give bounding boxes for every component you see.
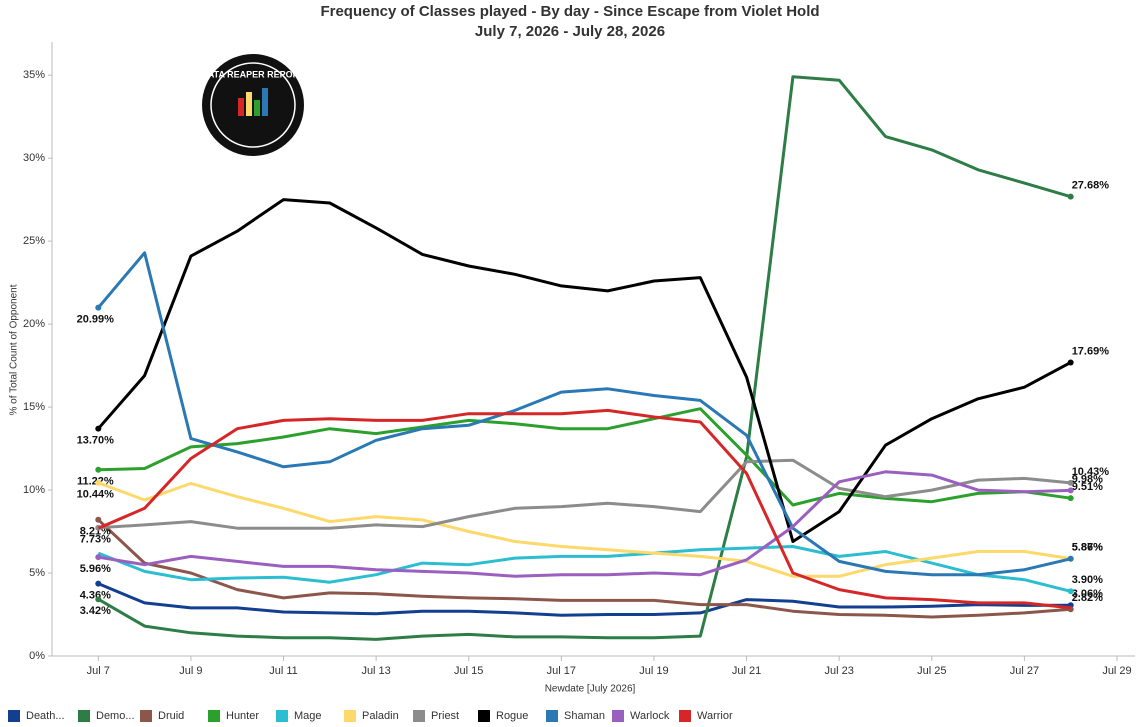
label-dot (1067, 359, 1074, 366)
legend-label: Warrior (697, 710, 733, 722)
legend-swatch (140, 710, 152, 722)
series-line (97, 582, 1071, 617)
logo-bar (262, 88, 268, 116)
x-tick-label: Jul 13 (361, 665, 390, 677)
legend-swatch (679, 710, 691, 722)
y-tick-label: 20% (23, 318, 45, 330)
series-line (97, 408, 1071, 610)
value-label: 3.42% (80, 605, 111, 617)
legend-label: Rogue (496, 710, 528, 722)
x-tick-label: Jul 19 (639, 665, 668, 677)
legend-swatch (276, 710, 288, 722)
label-dot (95, 554, 102, 561)
legend-label: Priest (431, 710, 459, 722)
logo-bar (246, 92, 252, 116)
series-line (98, 458, 1071, 530)
label-dot (1067, 193, 1074, 200)
chart-subtitle: July 7, 2026 - July 28, 2026 (475, 23, 665, 40)
series-line (97, 545, 1072, 593)
x-tick-label: Jul 15 (454, 665, 483, 677)
series-line (97, 198, 1072, 543)
legend-label: Paladin (362, 710, 399, 722)
label-dot (95, 516, 102, 523)
label-dot (95, 425, 102, 432)
legend-swatch (612, 710, 624, 722)
x-tick-label: Jul 25 (917, 665, 946, 677)
legend-swatch (344, 710, 356, 722)
value-label: 2.82% (1072, 592, 1103, 604)
x-tick-label: Jul 23 (824, 665, 853, 677)
label-dot (95, 580, 102, 587)
label-dot (1067, 495, 1074, 502)
legend-swatch (546, 710, 558, 722)
label-dot (95, 479, 102, 486)
value-label: 27.68% (1072, 180, 1110, 192)
value-label: 9.51% (1072, 481, 1103, 493)
legend-label: Death... (26, 710, 65, 722)
value-label: 20.99% (77, 314, 115, 326)
legend-swatch (413, 710, 425, 722)
x-tick-label: Jul 29 (1102, 665, 1131, 677)
y-tick-label: 10% (23, 484, 45, 496)
value-label: 3.90% (1072, 574, 1103, 586)
value-label: 13.70% (77, 435, 115, 447)
value-label: 9.98% (1072, 473, 1103, 485)
chart-title: Frequency of Classes played - By day - S… (320, 3, 819, 20)
label-dot (95, 596, 102, 603)
value-label: 10.44% (77, 489, 115, 501)
logo-badge (202, 54, 304, 156)
y-tick-label: 15% (23, 401, 45, 413)
legend-label: Mage (294, 710, 322, 722)
series-line (98, 407, 1071, 507)
y-tick-label: 5% (29, 567, 45, 579)
y-tick-label: 25% (23, 235, 45, 247)
x-axis-label: Newdate [July 2026] (545, 684, 636, 695)
logo: DATA REAPER REPORT (201, 54, 305, 156)
logo-text: DATA REAPER REPORT (201, 69, 305, 79)
x-tick-label: Jul 27 (1010, 665, 1039, 677)
x-tick-label: Jul 21 (732, 665, 761, 677)
y-tick-label: 0% (29, 650, 45, 662)
legend-label: Warlock (630, 710, 670, 722)
label-dot (1067, 479, 1074, 486)
label-dot (1067, 555, 1074, 562)
value-label: 17.69% (1072, 345, 1110, 357)
label-dot (95, 304, 102, 311)
series-line (97, 251, 1072, 577)
x-tick-label: Jul 17 (547, 665, 576, 677)
value-label: 5.86% (1072, 542, 1103, 554)
legend-swatch (78, 710, 90, 722)
x-tick-label: Jul 9 (179, 665, 202, 677)
y-tick-label: 30% (23, 152, 45, 164)
legend-swatch (478, 710, 490, 722)
series-line (98, 470, 1071, 578)
legend-label: Shaman (564, 710, 605, 722)
x-tick-label: Jul 7 (87, 665, 110, 677)
value-label: 10.43% (1072, 466, 1110, 478)
logo-bar (254, 100, 260, 116)
legend-label: Hunter (226, 710, 259, 722)
value-label: 3.06% (1072, 588, 1103, 600)
x-tick-label: Jul 11 (269, 665, 298, 677)
legend-label: Demo... (96, 710, 135, 722)
logo-ring (210, 62, 296, 148)
y-tick-label: 35% (23, 69, 45, 81)
value-label: 7.73% (80, 534, 111, 546)
y-axis-label: % of Total Count of Opponent (9, 284, 20, 415)
series-line (97, 518, 1071, 619)
legend-swatch (208, 710, 220, 722)
series-line (97, 481, 1071, 578)
label-dot (1067, 588, 1074, 595)
label-dot (95, 466, 102, 473)
logo-bar (238, 98, 244, 116)
value-label: 4.36% (80, 590, 111, 602)
value-label: 5.96% (80, 563, 111, 575)
legend-swatch (8, 710, 20, 722)
legend-label: Druid (158, 710, 184, 722)
series-line (97, 75, 1072, 641)
label-dot (1067, 487, 1074, 494)
value-label: 5.87% (1072, 541, 1103, 553)
